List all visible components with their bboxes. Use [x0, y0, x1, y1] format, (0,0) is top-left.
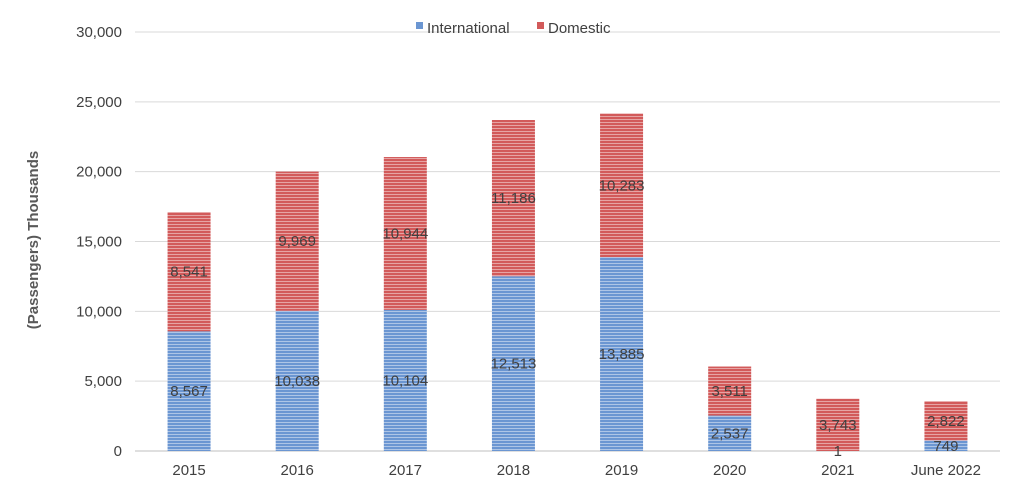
- bar-international-2015: [167, 331, 211, 451]
- y-tick-label: 0: [114, 443, 122, 460]
- data-label-international: 8,567: [170, 383, 208, 400]
- y-tick-label: 30,000: [76, 24, 122, 41]
- bar-domestic-2016: [275, 171, 319, 311]
- data-label-international: 1: [834, 443, 842, 460]
- legend: International Domestic: [416, 20, 611, 37]
- data-label-domestic: 2,822: [927, 413, 965, 430]
- legend-label-international: International: [427, 20, 510, 37]
- data-label-domestic: 3,511: [711, 383, 747, 400]
- x-tick-label: 2021: [821, 462, 854, 479]
- bar-domestic-2017: [383, 157, 427, 310]
- data-label-international: 2,537: [711, 425, 749, 442]
- gridlines: [135, 31, 1000, 452]
- x-tick-label: 2015: [172, 462, 205, 479]
- data-label-domestic: 9,969: [278, 233, 316, 250]
- x-tick-label: 2018: [497, 462, 530, 479]
- y-axis-title: (Passengers) Thousands: [25, 151, 42, 329]
- data-label-international: 10,038: [274, 373, 320, 390]
- bar-domestic-2019: [600, 113, 644, 258]
- bar-domestic-2018: [491, 120, 535, 277]
- bar-domestic-2015: [167, 212, 211, 332]
- bars: [167, 113, 968, 451]
- x-tick-label: 2020: [713, 462, 746, 479]
- y-tick-label: 25,000: [76, 94, 122, 111]
- data-label-domestic: 3,743: [819, 417, 857, 434]
- data-label-domestic: 11,186: [491, 190, 536, 207]
- data-label-domestic: 10,944: [382, 225, 428, 242]
- data-labels: 8,567 8,541 10,038 9,969 10,104 10,944 12,513 1…: [170, 177, 964, 460]
- y-tick-label: 10,000: [76, 303, 122, 320]
- bar-international-2019: [600, 257, 644, 451]
- legend-label-domestic: Domestic: [548, 20, 611, 37]
- x-tick-label: 2017: [389, 462, 422, 479]
- bar-international-2016: [275, 310, 319, 451]
- bar-domestic-2020: [708, 366, 752, 416]
- tick-labels: 0 5,000 10,000 15,000 20,000 25,000 30,000 2015…: [76, 24, 981, 479]
- data-label-international: 13,885: [599, 346, 645, 363]
- data-label-domestic: 10,283: [599, 177, 645, 194]
- bar-international-2017: [383, 309, 427, 451]
- bar-international-2020: [708, 415, 752, 451]
- y-tick-label: 20,000: [76, 164, 122, 181]
- data-label-domestic: 8,541: [170, 264, 208, 281]
- data-label-international: 12,513: [490, 356, 536, 373]
- y-tick-label: 15,000: [76, 234, 122, 251]
- legend-swatch-international: [416, 22, 423, 29]
- x-tick-label: 2019: [605, 462, 638, 479]
- y-tick-label: 5,000: [84, 373, 122, 390]
- bar-domestic-2021: [816, 398, 860, 451]
- data-label-international: 10,104: [382, 372, 428, 389]
- bar-international-june-2022: [924, 440, 968, 451]
- data-label-international: 749: [933, 438, 958, 455]
- bar-international-2018: [491, 276, 535, 451]
- legend-swatch-domestic: [537, 22, 544, 29]
- x-tick-label: June 2022: [911, 462, 981, 479]
- bar-domestic-june-2022: [924, 401, 968, 441]
- x-tick-label: 2016: [281, 462, 314, 479]
